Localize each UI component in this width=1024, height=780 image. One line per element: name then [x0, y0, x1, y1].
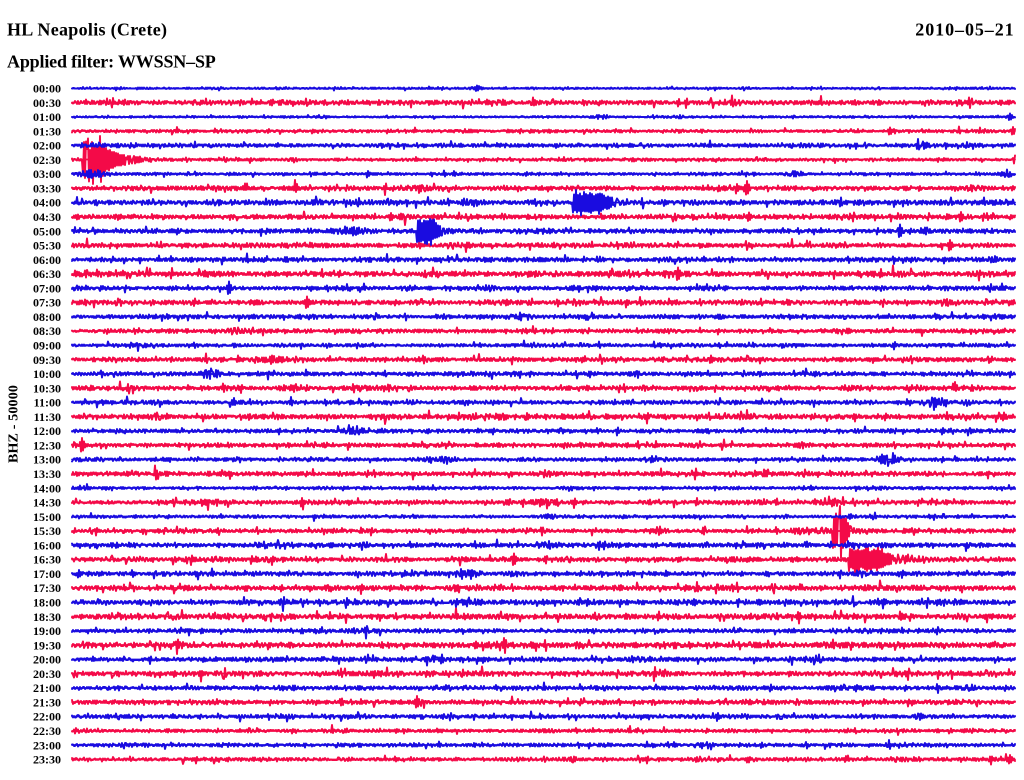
svg-text:BHZ - 50000: BHZ - 50000: [6, 385, 21, 463]
svg-text:2010–05–21: 2010–05–21: [915, 20, 1014, 40]
svg-text:09:00: 09:00: [33, 339, 61, 353]
svg-text:12:30: 12:30: [33, 438, 61, 452]
svg-text:07:00: 07:00: [33, 281, 61, 295]
svg-text:08:30: 08:30: [33, 324, 61, 338]
svg-text:20:00: 20:00: [33, 653, 61, 667]
svg-text:10:30: 10:30: [33, 381, 61, 395]
svg-text:11:30: 11:30: [34, 410, 61, 424]
svg-text:17:00: 17:00: [33, 567, 61, 581]
svg-text:23:00: 23:00: [33, 738, 61, 752]
svg-text:18:30: 18:30: [33, 610, 61, 624]
svg-text:07:30: 07:30: [33, 296, 61, 310]
svg-text:22:00: 22:00: [33, 710, 61, 724]
svg-text:23:30: 23:30: [33, 753, 61, 767]
svg-text:14:00: 14:00: [33, 481, 61, 495]
svg-text:04:30: 04:30: [33, 210, 61, 224]
svg-text:04:00: 04:00: [33, 196, 61, 210]
svg-text:19:00: 19:00: [33, 624, 61, 638]
svg-text:Applied filter: WWSSN–SP: Applied filter: WWSSN–SP: [7, 51, 216, 71]
svg-text:22:30: 22:30: [33, 724, 61, 738]
svg-text:18:00: 18:00: [33, 595, 61, 609]
svg-text:05:00: 05:00: [33, 224, 61, 238]
svg-text:17:30: 17:30: [33, 581, 61, 595]
svg-text:21:00: 21:00: [33, 681, 61, 695]
svg-text:03:30: 03:30: [33, 181, 61, 195]
svg-text:13:30: 13:30: [33, 467, 61, 481]
svg-text:08:00: 08:00: [33, 310, 61, 324]
svg-text:12:00: 12:00: [33, 424, 61, 438]
svg-text:11:00: 11:00: [34, 396, 61, 410]
svg-text:HL Neapolis (Crete): HL Neapolis (Crete): [7, 20, 167, 41]
svg-text:06:00: 06:00: [33, 253, 61, 267]
svg-text:14:30: 14:30: [33, 496, 61, 510]
svg-text:16:00: 16:00: [33, 538, 61, 552]
svg-text:19:30: 19:30: [33, 638, 61, 652]
svg-text:00:00: 00:00: [33, 82, 61, 96]
svg-text:15:30: 15:30: [33, 524, 61, 538]
svg-text:15:00: 15:00: [33, 510, 61, 524]
svg-text:00:30: 00:30: [33, 96, 61, 110]
svg-text:10:00: 10:00: [33, 367, 61, 381]
svg-text:06:30: 06:30: [33, 267, 61, 281]
svg-text:05:30: 05:30: [33, 239, 61, 253]
svg-text:03:00: 03:00: [33, 167, 61, 181]
svg-text:21:30: 21:30: [33, 695, 61, 709]
svg-text:01:00: 01:00: [33, 110, 61, 124]
svg-text:20:30: 20:30: [33, 667, 61, 681]
svg-text:16:30: 16:30: [33, 553, 61, 567]
svg-text:02:30: 02:30: [33, 153, 61, 167]
svg-text:13:00: 13:00: [33, 453, 61, 467]
svg-text:09:30: 09:30: [33, 353, 61, 367]
svg-text:01:30: 01:30: [33, 124, 61, 138]
svg-text:02:00: 02:00: [33, 139, 61, 153]
